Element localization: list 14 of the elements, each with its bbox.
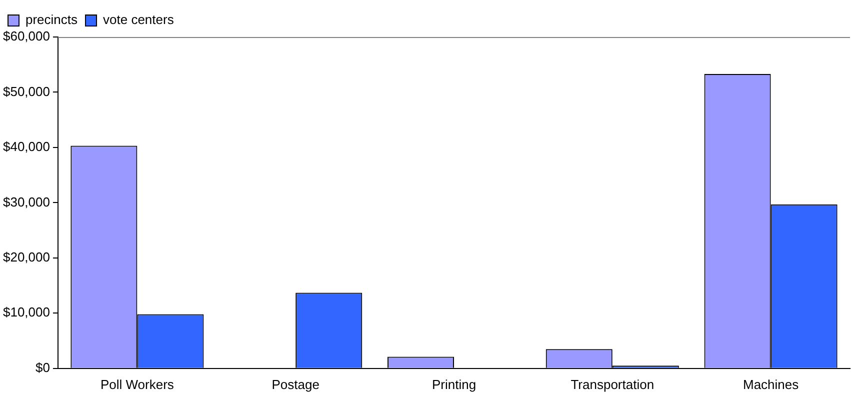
- y-tick-label: $60,000: [2, 28, 50, 44]
- x-tick-label: Poll Workers: [100, 376, 174, 392]
- y-tick-label: $30,000: [2, 194, 50, 210]
- x-tick-label: Postage: [272, 376, 320, 392]
- x-tick-label: Machines: [742, 376, 800, 392]
- legend-label: precincts: [26, 12, 78, 28]
- y-tick-label: $0: [36, 360, 50, 375]
- y-tick-label: $50,000: [2, 84, 50, 99]
- y-tick-label: $20,000: [2, 250, 50, 265]
- y-tick-label: $10,000: [2, 304, 50, 320]
- x-tick-label: Printing: [432, 376, 476, 392]
- x-tick-label: Transportation: [570, 376, 654, 392]
- legend-label: vote centers: [103, 12, 174, 28]
- y-tick-label: $40,000: [2, 139, 50, 154]
